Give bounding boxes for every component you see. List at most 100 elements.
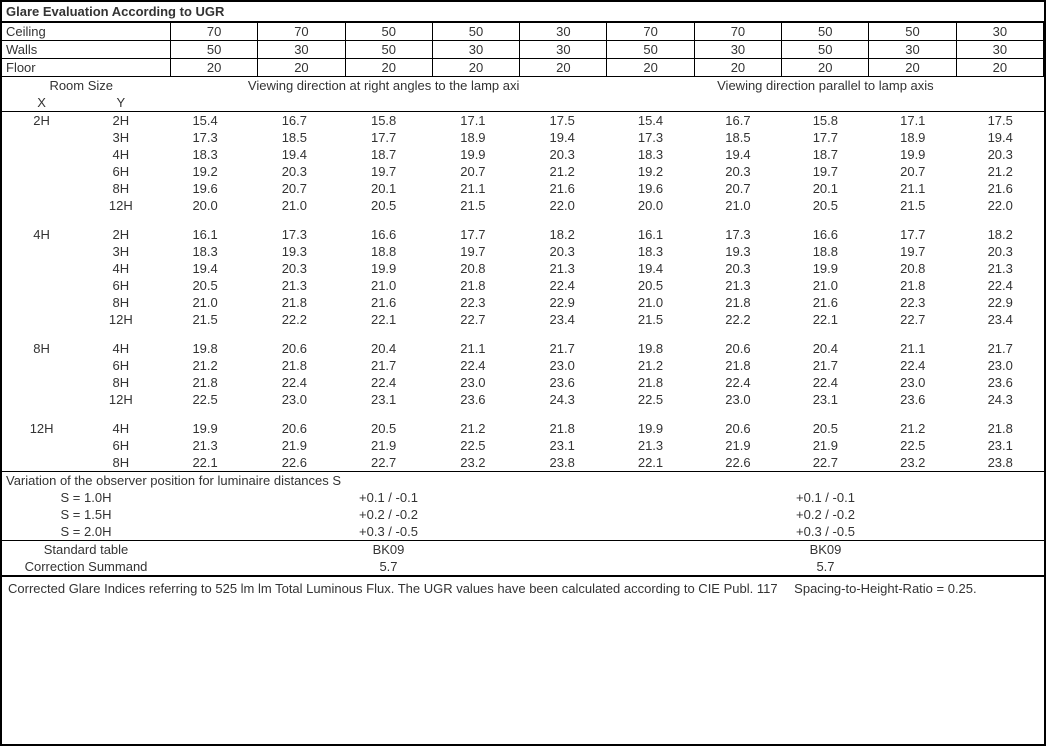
- ugr-value: 18.7: [339, 146, 428, 163]
- ugr-value: 23.0: [428, 374, 517, 391]
- ugr-value: 17.3: [160, 129, 249, 146]
- ugr-value: 22.7: [869, 311, 956, 328]
- variation-right: +0.1 / -0.1: [607, 489, 1044, 506]
- room-x: [2, 374, 81, 391]
- ugr-value: 18.8: [339, 243, 428, 260]
- ugr-value: 20.5: [782, 197, 869, 214]
- ugr-value: 19.9: [160, 420, 249, 437]
- ugr-value: 21.7: [956, 340, 1044, 357]
- ugr-value: 22.5: [428, 437, 517, 454]
- ugr-value: 21.9: [782, 437, 869, 454]
- ugr-value: 15.8: [782, 112, 869, 130]
- reflectance-value: 30: [258, 41, 345, 59]
- ugr-value: 17.5: [956, 112, 1044, 130]
- ugr-value: 20.8: [428, 260, 517, 277]
- room-x: [2, 163, 81, 180]
- ugr-value: 20.3: [694, 163, 781, 180]
- ugr-value: 18.3: [160, 146, 249, 163]
- ugr-value: 22.7: [428, 311, 517, 328]
- ugr-value: 20.7: [428, 163, 517, 180]
- reflectance-value: 30: [694, 41, 781, 59]
- variation-left: +0.1 / -0.1: [170, 489, 607, 506]
- ugr-value: 21.3: [250, 277, 339, 294]
- ugr-value: 19.3: [694, 243, 781, 260]
- room-y: 8H: [81, 180, 160, 197]
- reflectance-value: 20: [694, 59, 781, 77]
- room-x: [2, 260, 81, 277]
- ugr-value: 23.0: [250, 391, 339, 408]
- ugr-value: 21.9: [694, 437, 781, 454]
- reflectance-value: 20: [432, 59, 519, 77]
- reflectance-value: 50: [345, 23, 432, 41]
- reflectance-value: 20: [520, 59, 607, 77]
- ugr-value: 17.7: [339, 129, 428, 146]
- ugr-value: 21.6: [956, 180, 1044, 197]
- ugr-value: 19.2: [160, 163, 249, 180]
- ugr-value: 15.8: [339, 112, 428, 130]
- ugr-value: 21.8: [869, 277, 956, 294]
- room-y: 12H: [81, 311, 160, 328]
- ugr-value: 19.7: [782, 163, 869, 180]
- ugr-value: 19.6: [607, 180, 694, 197]
- ugr-value: 21.7: [339, 357, 428, 374]
- reflectance-value: 30: [956, 41, 1043, 59]
- ugr-value: 17.3: [694, 226, 781, 243]
- ugr-value: 21.9: [250, 437, 339, 454]
- ugr-value: 23.2: [428, 454, 517, 471]
- ugr-value: 21.3: [607, 437, 694, 454]
- ugr-value: 18.5: [250, 129, 339, 146]
- ugr-value: 20.3: [956, 243, 1044, 260]
- room-y: 4H: [81, 420, 160, 437]
- ugr-value: 23.1: [956, 437, 1044, 454]
- view-header-right: Viewing direction parallel to lamp axis: [607, 77, 1044, 94]
- ugr-value: 23.6: [956, 374, 1044, 391]
- ugr-value: 21.0: [607, 294, 694, 311]
- ugr-value: 19.9: [339, 260, 428, 277]
- ugr-value: 16.7: [694, 112, 781, 130]
- ugr-value: 23.1: [339, 391, 428, 408]
- room-x: [2, 197, 81, 214]
- variation-s-label: S = 1.0H: [2, 489, 170, 506]
- ugr-value: 21.8: [428, 277, 517, 294]
- ugr-value: 20.5: [339, 420, 428, 437]
- ugr-value: 22.4: [782, 374, 869, 391]
- ugr-value: 18.3: [607, 243, 694, 260]
- ugr-value: 20.4: [339, 340, 428, 357]
- room-y: 4H: [81, 146, 160, 163]
- room-y: 2H: [81, 226, 160, 243]
- ugr-value: 20.3: [518, 146, 607, 163]
- room-y: 12H: [81, 197, 160, 214]
- ugr-value: 21.3: [160, 437, 249, 454]
- ugr-value: 17.1: [869, 112, 956, 130]
- ugr-value: 19.8: [160, 340, 249, 357]
- reflectance-header-table: Ceiling70705050307070505030 Walls5030503…: [2, 22, 1044, 77]
- ugr-value: 18.3: [607, 146, 694, 163]
- variation-table: Variation of the observer position for l…: [2, 471, 1044, 540]
- ugr-value: 16.7: [250, 112, 339, 130]
- ugr-value: 22.5: [869, 437, 956, 454]
- reflectance-value: 50: [432, 23, 519, 41]
- ugr-value: 23.8: [956, 454, 1044, 471]
- ugr-value: 20.8: [869, 260, 956, 277]
- ugr-value: 19.4: [607, 260, 694, 277]
- reflectance-value: 20: [171, 59, 258, 77]
- reflectance-value: 50: [782, 41, 869, 59]
- reflectance-value: 20: [782, 59, 869, 77]
- ugr-value: 21.8: [607, 374, 694, 391]
- ugr-value: 18.9: [869, 129, 956, 146]
- ugr-value: 20.6: [694, 420, 781, 437]
- ugr-value: 19.4: [160, 260, 249, 277]
- ugr-value: 22.1: [607, 454, 694, 471]
- ugr-value: 22.3: [869, 294, 956, 311]
- ugr-value: 17.3: [607, 129, 694, 146]
- ugr-value: 22.0: [956, 197, 1044, 214]
- room-size-x: X: [2, 94, 81, 112]
- ugr-value: 20.3: [956, 146, 1044, 163]
- room-x: 8H: [2, 340, 81, 357]
- room-y: 2H: [81, 112, 160, 130]
- room-x: 2H: [2, 112, 81, 130]
- room-y: 8H: [81, 294, 160, 311]
- correction-summand-label: Correction Summand: [2, 558, 170, 576]
- ugr-value: 21.2: [869, 420, 956, 437]
- reflectance-value: 30: [520, 41, 607, 59]
